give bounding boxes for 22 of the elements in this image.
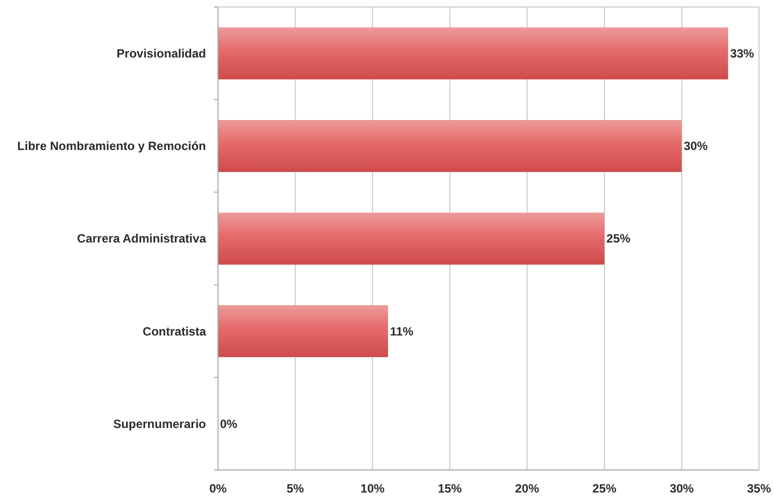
x-tick-label: 20%	[515, 482, 540, 496]
y-tick-label: Supernumerario	[113, 416, 206, 431]
data-label: 0%	[220, 416, 238, 431]
x-tick-label: 25%	[592, 482, 617, 496]
x-tick-label: 35%	[746, 482, 772, 496]
data-label: 33%	[730, 46, 754, 60]
y-tick-label: Libre Nombramiento y Remoción	[17, 139, 206, 154]
x-tick-label: 10%	[360, 482, 385, 496]
bar	[218, 120, 682, 172]
y-tick-label: Carrera Administrativa	[77, 232, 206, 246]
data-label: 11%	[390, 324, 414, 338]
bar	[218, 212, 604, 265]
x-tick-label: 15%	[438, 482, 462, 496]
x-tick-label: 5%	[286, 482, 304, 496]
bar	[218, 27, 728, 80]
bar	[218, 305, 388, 358]
data-label: 25%	[606, 232, 631, 246]
y-tick-label: Provisionalidad	[116, 46, 206, 60]
x-tick-label: 0%	[209, 482, 227, 496]
y-tick-label: Contratista	[142, 324, 206, 338]
x-tick-label: 30%	[670, 482, 694, 496]
data-label: 30%	[684, 139, 708, 154]
